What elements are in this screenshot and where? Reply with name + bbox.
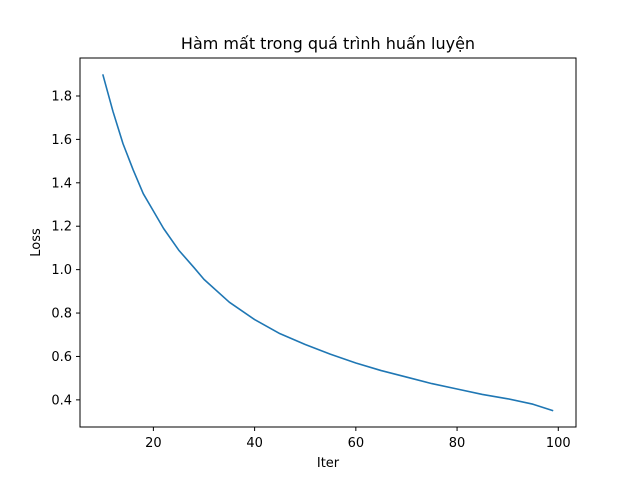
x-tick-label: 60 (348, 436, 365, 451)
y-tick-label: 0.6 (51, 350, 72, 365)
y-tick-label: 1.6 (51, 133, 72, 148)
x-tick-label: 80 (449, 436, 466, 451)
axes-frame (79, 57, 577, 428)
y-tick-label: 1.0 (51, 263, 72, 278)
x-tick-label: 40 (246, 436, 263, 451)
plot-area (102, 74, 554, 412)
y-tick-label: 0.4 (51, 393, 72, 408)
x-axis-label: Iter (317, 456, 340, 471)
y-tick-label: 0.8 (51, 307, 72, 322)
x-tick-label: 100 (546, 436, 571, 451)
y-axis-label: Loss (29, 228, 44, 257)
loss-series-line (102, 74, 554, 412)
y-tick-label: 1.8 (51, 89, 72, 104)
y-tick-label: 1.4 (51, 176, 72, 191)
y-axis-ticks: 0.4 0.6 0.8 1.0 1.2 1.4 1.6 1.8 (51, 89, 80, 408)
y-tick-label: 1.2 (51, 220, 72, 235)
x-axis-ticks: 20 40 60 80 100 (145, 427, 571, 451)
chart-title: Hàm mất trong quá trình huấn luyện (181, 34, 475, 53)
x-tick-label: 20 (145, 436, 162, 451)
